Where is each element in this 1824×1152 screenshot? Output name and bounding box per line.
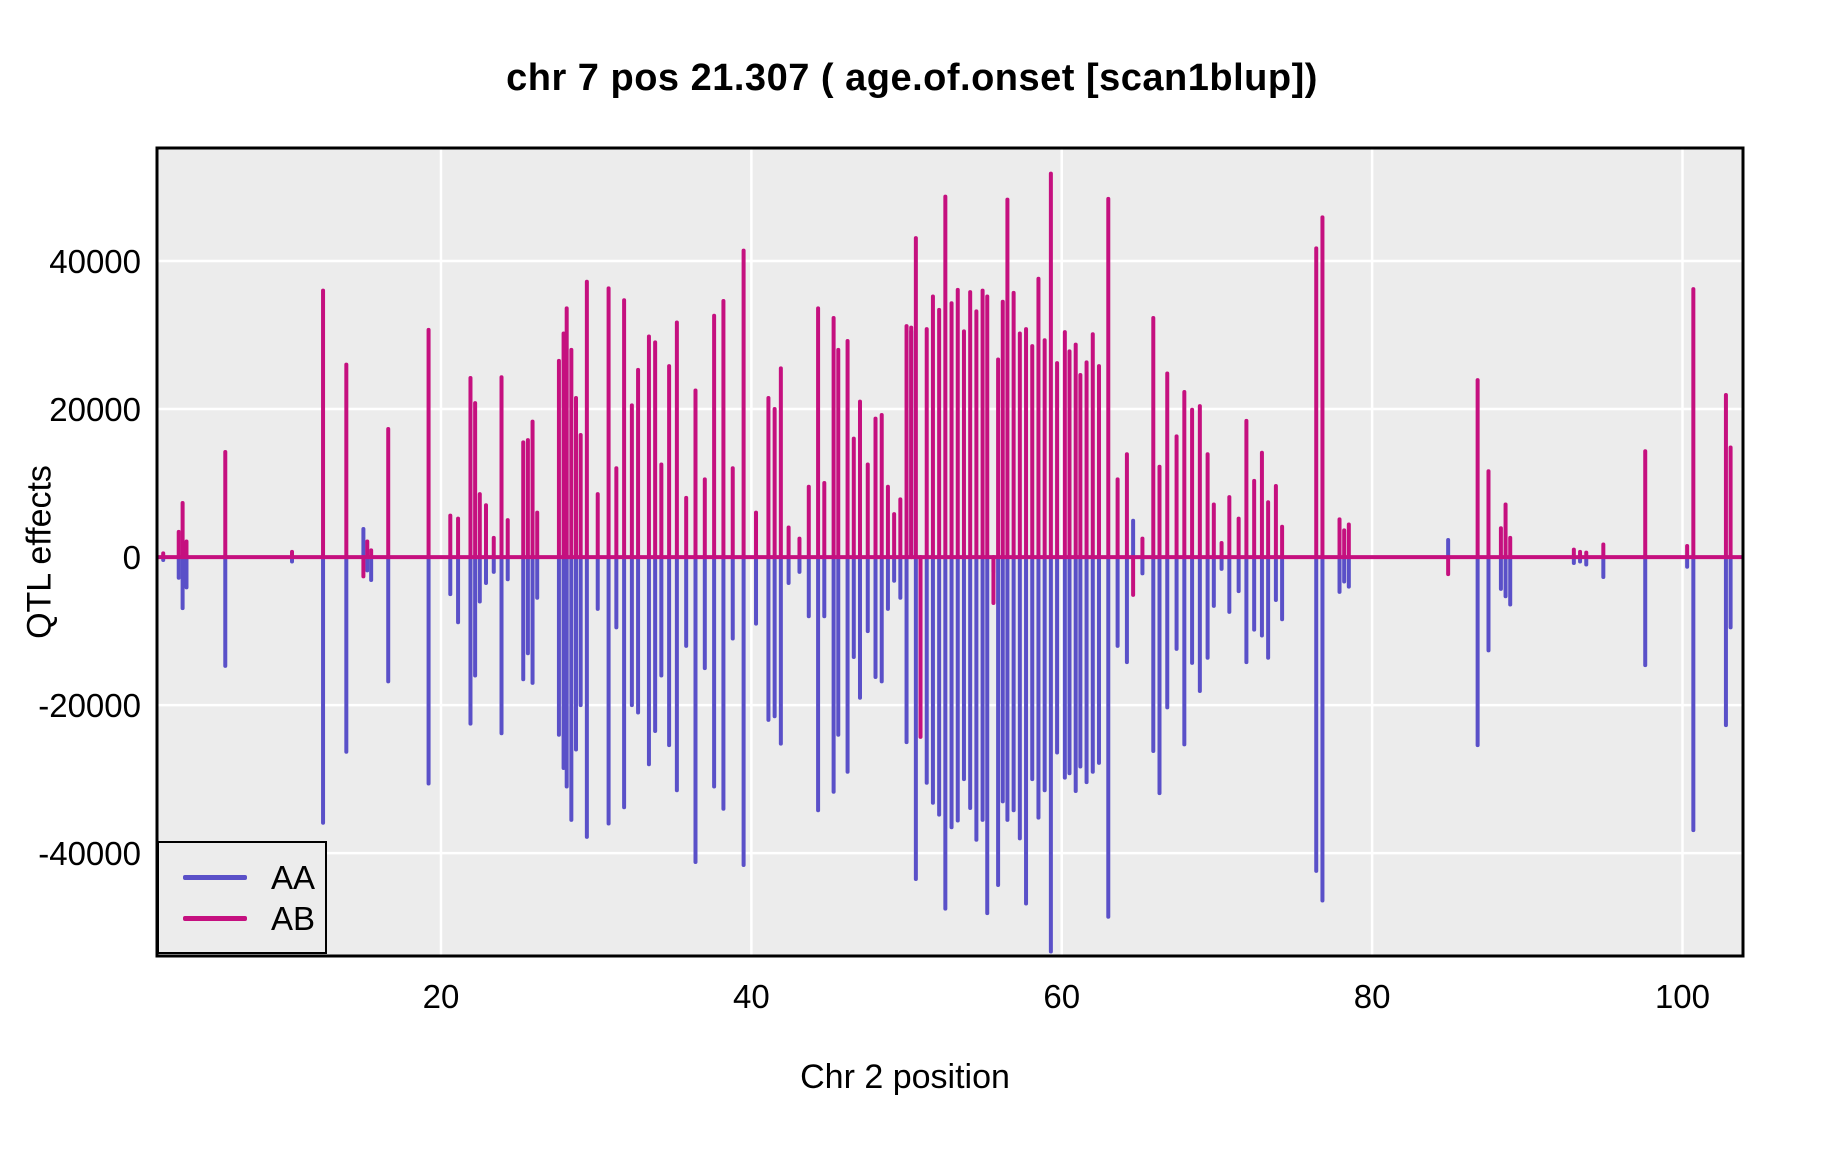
x-tick-label: 40 xyxy=(733,978,770,1015)
y-tick-label: -20000 xyxy=(38,687,141,724)
x-axis-title: Chr 2 position xyxy=(800,1058,1010,1096)
x-tick-label: 80 xyxy=(1354,978,1391,1015)
x-tick-label: 60 xyxy=(1043,978,1080,1015)
spikes-layer xyxy=(157,171,1743,954)
legend-item-aa: AA xyxy=(183,861,325,894)
y-tick-label: 0 xyxy=(123,539,141,576)
page-title: chr 7 pos 21.307 ( age.of.onset [scan1bl… xyxy=(506,57,1318,99)
legend-item-ab: AB xyxy=(183,902,325,935)
legend-box: AA AB xyxy=(157,841,327,954)
legend-label-aa: AA xyxy=(271,858,316,896)
y-tick-label: -40000 xyxy=(38,835,141,872)
x-tick-label: 20 xyxy=(423,978,460,1015)
legend-label-ab: AB xyxy=(271,899,316,937)
y-tick-label: 40000 xyxy=(49,243,141,280)
aa-line-swatch xyxy=(183,874,247,880)
ab-line-swatch xyxy=(183,915,247,921)
x-tick-label: 100 xyxy=(1655,978,1710,1015)
plot-panel-border xyxy=(155,146,1745,958)
y-axis-title: QTL effects xyxy=(20,465,59,639)
y-tick-label: 20000 xyxy=(49,391,141,428)
